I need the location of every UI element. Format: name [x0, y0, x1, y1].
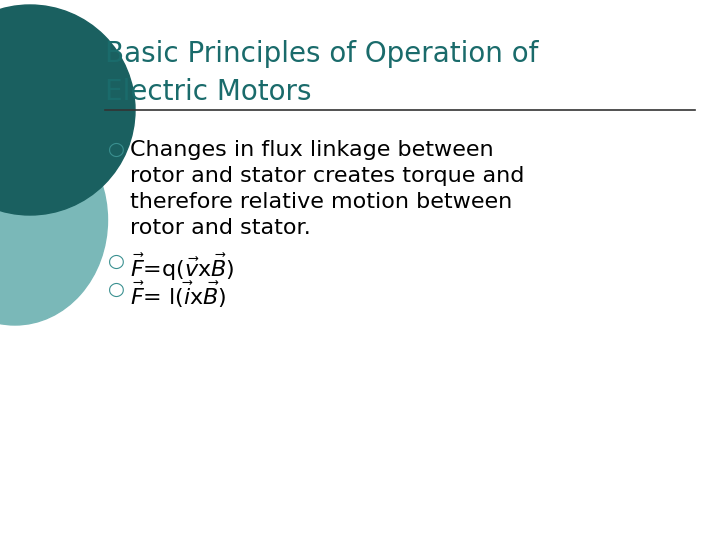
Text: ○: ○ — [108, 252, 125, 271]
Text: rotor and stator creates torque and: rotor and stator creates torque and — [130, 166, 524, 186]
Text: rotor and stator.: rotor and stator. — [130, 218, 311, 238]
Ellipse shape — [0, 115, 107, 325]
Text: Electric Motors: Electric Motors — [105, 78, 312, 106]
Text: therefore relative motion between: therefore relative motion between — [130, 192, 512, 212]
Text: Changes in flux linkage between: Changes in flux linkage between — [130, 140, 494, 160]
Circle shape — [0, 5, 135, 215]
Text: ○: ○ — [108, 140, 125, 159]
Text: $\vec{F}$=q($\vec{v}$x$\vec{B}$): $\vec{F}$=q($\vec{v}$x$\vec{B}$) — [130, 252, 235, 283]
Text: Basic Principles of Operation of: Basic Principles of Operation of — [105, 40, 539, 68]
Text: ○: ○ — [108, 280, 125, 299]
Text: $\vec{F}$= l($\vec{i}$x$\vec{B}$): $\vec{F}$= l($\vec{i}$x$\vec{B}$) — [130, 280, 227, 310]
